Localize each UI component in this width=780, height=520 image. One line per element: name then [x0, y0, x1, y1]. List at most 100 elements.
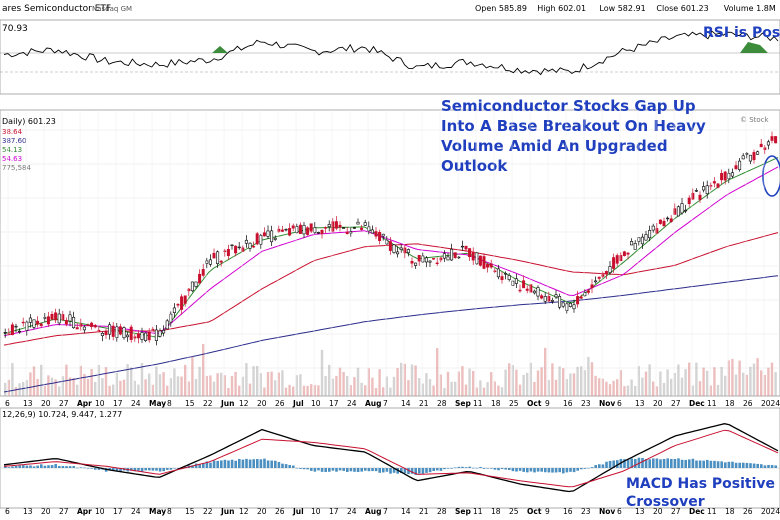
histogram-bar	[763, 465, 767, 468]
volume-bar	[148, 373, 151, 396]
candle-body	[399, 247, 403, 250]
volume-bar	[529, 362, 532, 396]
histogram-bar	[378, 468, 381, 473]
x-tick-label: 18	[725, 507, 735, 516]
volume-bar	[68, 377, 72, 396]
volume-bar	[418, 378, 421, 396]
candle-body	[615, 255, 619, 264]
histogram-bar	[202, 462, 205, 468]
volume-bar	[673, 373, 676, 396]
macd-label: 12,26,9) 10.724, 9.447, 1.277	[2, 410, 122, 419]
volume-bar	[457, 371, 460, 396]
candle-body	[446, 256, 450, 261]
candle-body	[486, 263, 490, 268]
histogram-bar	[11, 466, 14, 468]
candle-body	[450, 248, 454, 261]
candle-body	[331, 221, 335, 232]
candle-body	[151, 328, 155, 331]
x-tick-label: 15	[185, 399, 195, 408]
volume-bar	[277, 372, 280, 396]
candle-body	[140, 332, 144, 340]
histogram-bar	[508, 468, 511, 470]
histogram-bar	[32, 466, 36, 468]
histogram-bar	[374, 468, 378, 472]
histogram-bar	[612, 460, 615, 468]
volume-bar	[302, 385, 306, 396]
candle-body	[115, 326, 119, 338]
candle-body	[374, 231, 378, 237]
candle-body	[435, 262, 439, 265]
volume-bar	[14, 387, 18, 396]
histogram-bar	[540, 468, 543, 472]
volume-bar	[421, 383, 424, 396]
x-tick-label: 20	[41, 399, 51, 408]
price-annotation-line: Into A Base Breakout On Heavy	[441, 117, 706, 135]
histogram-bar	[623, 459, 626, 468]
candle-body	[730, 172, 734, 177]
candle-body	[500, 276, 504, 281]
x-tick-label: 11	[473, 399, 483, 408]
volume-bar	[731, 358, 734, 396]
candle-body	[622, 251, 626, 257]
volume-bar	[29, 372, 32, 396]
volume-bar	[220, 372, 223, 396]
candle-body	[579, 296, 583, 299]
volume-bar	[569, 373, 572, 396]
candle-body	[748, 154, 752, 162]
volume-bar	[594, 375, 597, 396]
candle-body	[568, 303, 572, 307]
candle-body	[417, 254, 421, 262]
volume-bar	[259, 373, 262, 396]
candle-body	[97, 329, 101, 333]
histogram-bar	[295, 467, 299, 469]
exchange-label: Nasdaq GM	[92, 5, 132, 13]
volume-bar	[688, 362, 691, 396]
histogram-bar	[626, 459, 630, 468]
volume-bar	[666, 369, 669, 396]
histogram-bar	[558, 468, 561, 473]
candle-body	[266, 230, 270, 237]
histogram-bar	[770, 465, 774, 468]
candle-body	[36, 320, 40, 325]
candle-body	[82, 326, 86, 331]
volume-bar	[54, 379, 57, 396]
histogram-bar	[306, 468, 309, 470]
x-tick-label: 6	[617, 399, 622, 408]
volume-bar	[623, 386, 626, 396]
volume-bar	[684, 369, 687, 396]
candle-body	[489, 263, 493, 268]
histogram-bar	[529, 468, 533, 472]
candle-body	[442, 253, 446, 259]
histogram-bar	[320, 468, 324, 472]
histogram-bar	[302, 468, 306, 470]
candle-body	[511, 280, 515, 286]
candle-body	[644, 234, 648, 241]
candle-body	[597, 276, 601, 279]
volume-bar	[551, 363, 554, 396]
x-tick-label: 18	[725, 399, 735, 408]
ohlc-low: Low 582.91	[599, 4, 645, 13]
candle-body	[532, 290, 536, 294]
candle-body	[208, 259, 212, 265]
histogram-bar	[698, 460, 702, 468]
histogram-bar	[176, 468, 180, 469]
histogram-bar	[432, 468, 435, 471]
candle-body	[50, 313, 54, 320]
volume-bar	[493, 381, 496, 396]
histogram-bar	[713, 460, 716, 468]
histogram-bar	[205, 461, 209, 468]
volume-bar	[205, 375, 208, 396]
histogram-bar	[90, 468, 93, 469]
candle-body	[241, 247, 245, 252]
volume-bar	[518, 384, 522, 396]
candle-body	[370, 229, 374, 234]
histogram-bar	[47, 465, 50, 468]
candle-body	[32, 319, 36, 328]
candle-body	[39, 323, 43, 326]
volume-bar	[248, 383, 252, 396]
volume-bar	[7, 379, 10, 396]
volume-bar	[659, 371, 662, 396]
volume-bar	[558, 366, 561, 396]
histogram-bar	[742, 462, 745, 468]
candle-body	[194, 281, 198, 287]
